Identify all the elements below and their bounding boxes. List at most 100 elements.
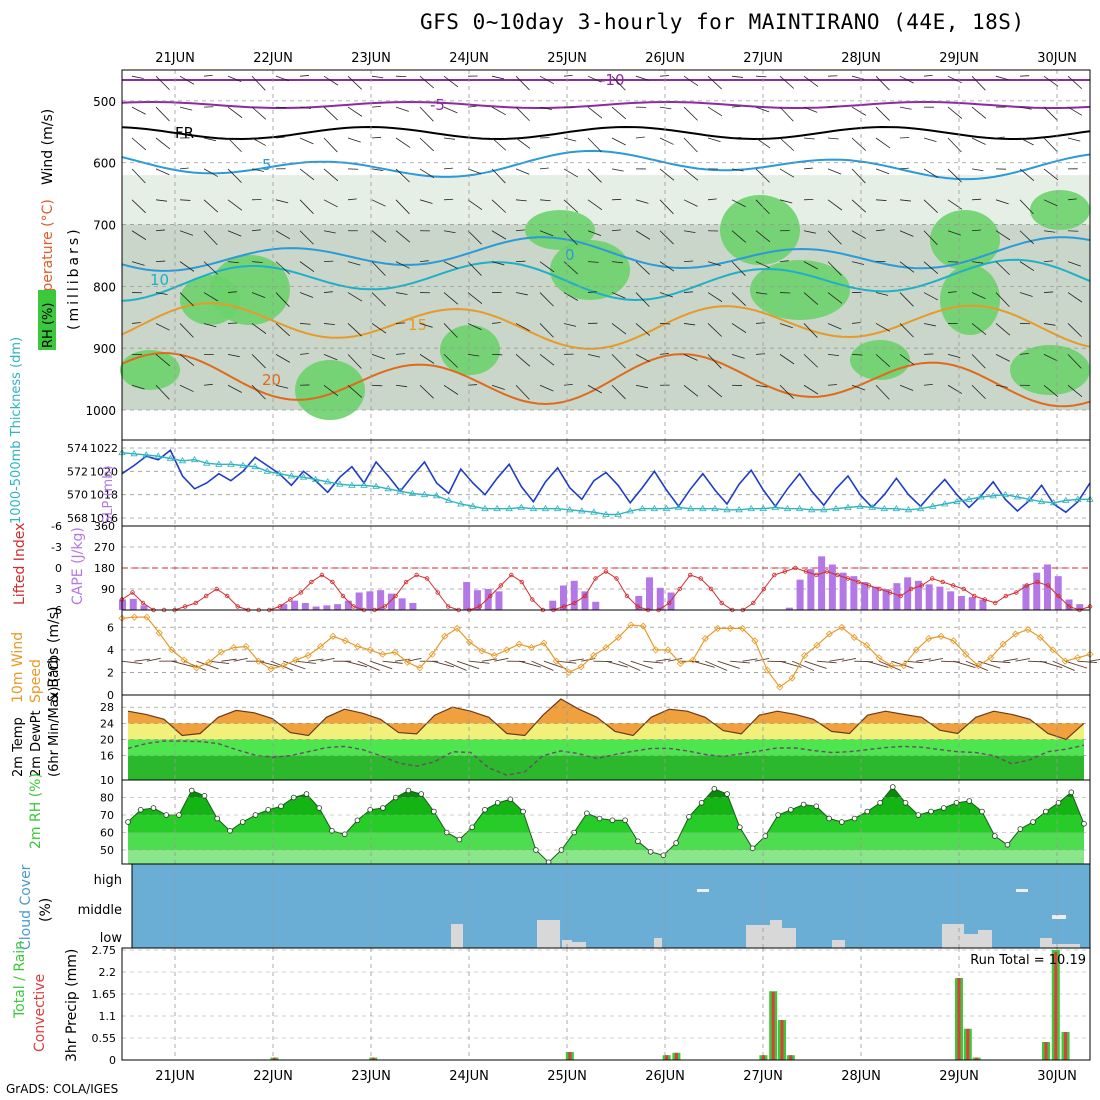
wind-speed-point (192, 664, 201, 672)
wind-barb-10m (456, 660, 480, 670)
li-point (709, 586, 714, 592)
wind-barb (851, 353, 863, 356)
wind-barb-10m (121, 660, 143, 665)
wind-barb (1043, 384, 1059, 398)
cloud-low-block (1052, 944, 1080, 948)
thickness-point (638, 504, 647, 512)
wind-barb (419, 137, 434, 152)
wind-barb (395, 137, 411, 148)
temperature-line (127, 698, 1085, 741)
wind-barb (971, 292, 986, 300)
wind-speed-point (949, 637, 958, 645)
thickness-axis-label: 1000-500mb Thickness (dm) (9, 337, 24, 524)
wind-barb (683, 291, 694, 293)
wind-barb (707, 354, 722, 369)
wind-barb (875, 292, 889, 296)
wind-barb (803, 384, 819, 395)
date-label-bottom: 27JUN (743, 1069, 783, 1084)
wind-barb (995, 354, 1010, 362)
rh-moist-area (750, 260, 850, 320)
rh-point (902, 799, 909, 806)
rh-point (533, 847, 539, 853)
wind-barb-10m (717, 660, 740, 669)
wind-barb (755, 353, 766, 355)
wind-barb (275, 261, 291, 275)
wind-barb (707, 292, 723, 302)
cape-bar (129, 598, 137, 610)
cape-bar (570, 580, 578, 610)
wind-barb (275, 106, 287, 109)
wind-barb (515, 168, 530, 175)
wind-barb (443, 75, 459, 88)
cloud-axis-label-2: (%) (38, 898, 54, 922)
wind-barb (659, 292, 673, 298)
wind-barb (155, 168, 170, 176)
wind-barb (563, 230, 578, 246)
date-label-top: 22JUN (253, 51, 293, 66)
thickness-point (227, 460, 235, 467)
wind-barb-10m (667, 657, 683, 662)
thickness-point (977, 493, 985, 500)
rh-point (469, 824, 476, 831)
wind-speed-point (292, 656, 300, 664)
date-label-bottom: 29JUN (939, 1069, 979, 1084)
wind-speed-point (267, 665, 275, 673)
isotherm-label: FR (175, 124, 194, 142)
precip-conv-bar (273, 1057, 277, 1060)
rh-point (1081, 820, 1087, 827)
rh-point (762, 833, 769, 839)
wind-barb-10m (1040, 660, 1063, 669)
wind-barb (395, 353, 405, 355)
wind-tick: 2 (107, 666, 114, 679)
wind-barb (539, 106, 552, 111)
wind-barb (827, 292, 843, 304)
temp-axis-label-2: 2m DewPt (29, 710, 44, 777)
li-point (1045, 583, 1051, 588)
wind-barb (395, 106, 409, 112)
isotherm-label: 15 (408, 316, 427, 334)
wind-barb-10m (1052, 660, 1075, 671)
wind-barb (995, 230, 1011, 241)
wind-barb (299, 75, 309, 77)
wind-barb (803, 137, 815, 140)
wind-barb (323, 168, 339, 182)
wind-speed-point (391, 648, 399, 656)
rh-point (405, 787, 412, 794)
pressure-tick: 700 (93, 219, 116, 233)
wind-barb (659, 168, 675, 181)
wind-barb (443, 323, 458, 338)
rh-point (711, 785, 718, 792)
wind-barb (131, 230, 147, 240)
li-point (1024, 583, 1030, 588)
wind-barb (779, 106, 794, 122)
wind-barb (1019, 106, 1032, 110)
wind-speed-point (875, 654, 883, 662)
wind-barb (851, 168, 866, 184)
li-point (845, 576, 851, 581)
cape-bar (1022, 584, 1030, 610)
cape-bar (387, 593, 395, 610)
rh-axis-label: RH (%) (41, 303, 56, 348)
wind-barb (731, 230, 747, 243)
thickness-point (251, 462, 259, 470)
wind-speed-point (676, 659, 685, 667)
wind-barb (179, 75, 195, 85)
rh-point (787, 806, 794, 813)
thickness-point (735, 506, 743, 513)
wind-speed-point (180, 656, 188, 664)
date-label-bottom: 24JUN (449, 1069, 489, 1084)
wind-barb (491, 261, 505, 266)
wind-barb (1019, 75, 1030, 77)
cape-bar (914, 580, 922, 610)
thickness-point (299, 473, 308, 480)
li-point (982, 597, 987, 602)
wind-barb (251, 354, 266, 369)
wind-barb (515, 323, 530, 332)
wind-barb (395, 292, 408, 295)
wind-barb (683, 199, 698, 207)
rh-point (622, 817, 628, 824)
thickness-point (771, 503, 780, 510)
cloud-low-block (746, 925, 770, 948)
wind-speed-point (999, 640, 1007, 648)
wind-barb (635, 323, 651, 336)
